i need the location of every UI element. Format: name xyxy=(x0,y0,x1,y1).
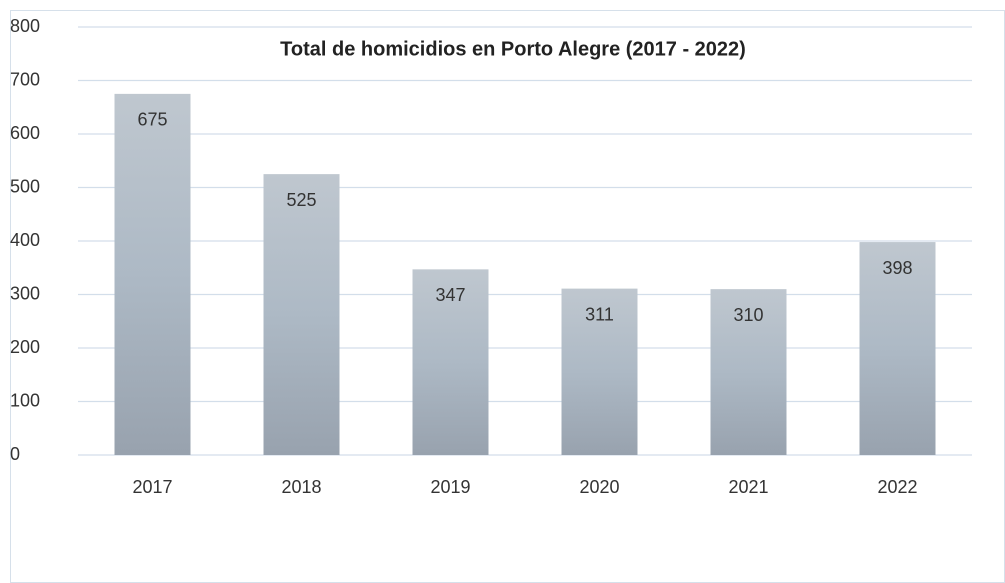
y-tick-label: 0 xyxy=(10,444,20,464)
x-tick-label: 2020 xyxy=(579,477,619,497)
bar xyxy=(561,288,638,455)
bar xyxy=(412,269,489,455)
x-tick-label: 2018 xyxy=(281,477,321,497)
y-tick-label: 200 xyxy=(10,337,40,357)
bar xyxy=(859,242,936,455)
y-tick-label: 700 xyxy=(10,69,40,89)
data-label: 675 xyxy=(137,110,167,130)
y-tick-label: 400 xyxy=(10,230,40,250)
data-label: 347 xyxy=(435,285,465,305)
data-label: 311 xyxy=(585,304,614,324)
bar xyxy=(114,93,191,455)
data-label: 310 xyxy=(733,305,763,325)
x-tick-label: 2021 xyxy=(728,477,768,497)
x-tick-label: 2022 xyxy=(877,477,917,497)
y-tick-label: 100 xyxy=(10,390,40,410)
data-label: 398 xyxy=(882,258,912,278)
chart-title: Total de homicidios en Porto Alegre (201… xyxy=(280,38,746,60)
x-tick-label: 2019 xyxy=(430,477,470,497)
y-tick-label: 600 xyxy=(10,123,40,143)
bar xyxy=(710,289,787,455)
data-label: 525 xyxy=(286,190,316,210)
y-tick-label: 500 xyxy=(10,176,40,196)
x-tick-label: 2017 xyxy=(132,477,172,497)
bar xyxy=(263,174,340,455)
y-tick-label: 300 xyxy=(10,283,40,303)
y-tick-label: 800 xyxy=(10,16,40,36)
